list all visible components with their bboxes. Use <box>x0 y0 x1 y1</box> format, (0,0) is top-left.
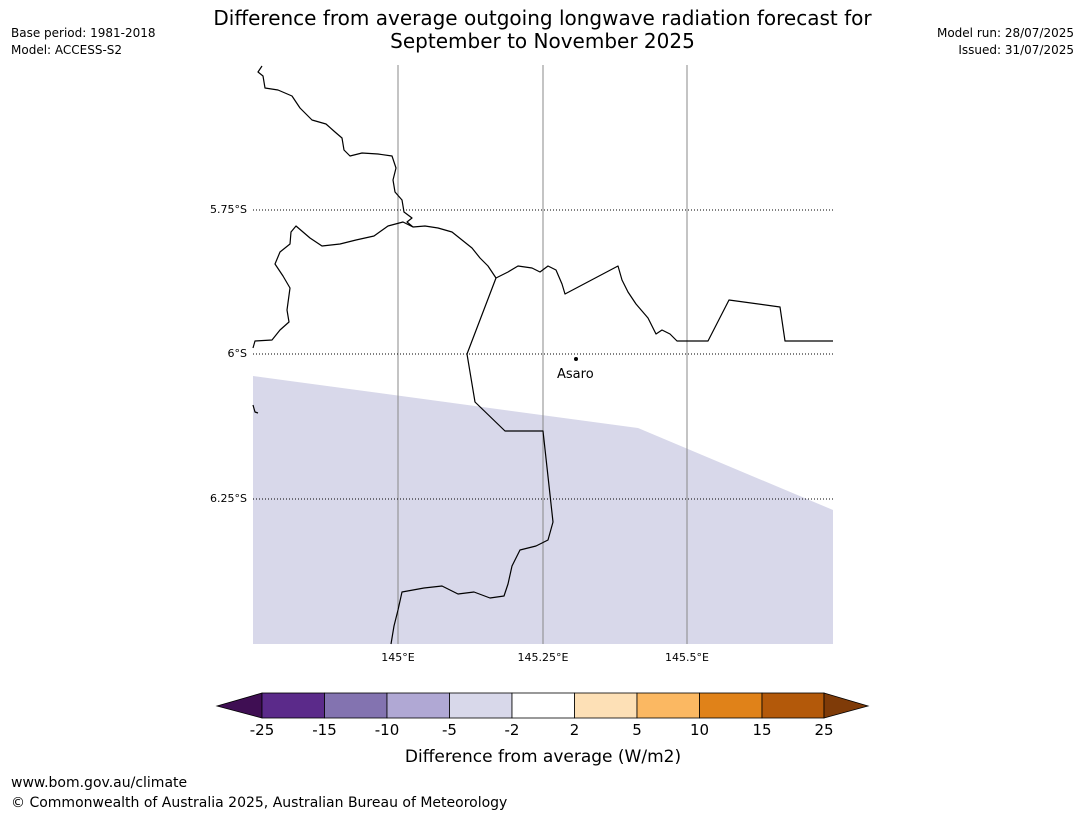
asaro-marker <box>574 357 578 361</box>
colorbar-tick-5: -2 <box>505 721 520 739</box>
meta-right: Model run: 28/07/2025 Issued: 31/07/2025 <box>937 25 1074 59</box>
base-period: Base period: 1981-2018 <box>11 26 156 40</box>
lon-label-145: 145°E <box>381 651 414 664</box>
colorbar-segment-8 <box>699 692 763 719</box>
boundary-central <box>412 225 833 342</box>
colorbar-tick-9: 15 <box>752 721 771 739</box>
colorbar-extend-high <box>823 692 870 719</box>
colorbar-segment-9 <box>761 692 825 719</box>
colorbar-title: Difference from average (W/m2) <box>405 747 681 767</box>
issued-date: Issued: 31/07/2025 <box>958 43 1074 57</box>
model-run: Model run: 28/07/2025 <box>936 26 1074 40</box>
lat-label-5-75: 5.75°S <box>210 203 247 216</box>
footer-url[interactable]: www.bom.gov.au/climate <box>11 775 188 791</box>
colorbar-tick-10: 25 <box>814 721 833 739</box>
colorbar-tick-4: -5 <box>442 721 457 739</box>
colorbar-tick-2: -15 <box>312 721 337 739</box>
chart-title: Difference from average outgoing longwav… <box>0 7 1085 53</box>
boundary-west-stub <box>252 404 259 414</box>
colorbar-segment-1 <box>261 692 325 719</box>
footer-copyright: © Commonwealth of Australia 2025, Austra… <box>11 795 508 811</box>
colorbar-tick-6: 2 <box>570 721 580 739</box>
region-boundaries <box>252 65 833 645</box>
boundary-north <box>257 65 414 228</box>
lon-label-145-5: 145.5°E <box>665 651 709 664</box>
place-label-asaro: Asaro <box>557 367 594 382</box>
title-line-2: September to November 2025 <box>390 29 695 53</box>
boundary-south <box>390 277 554 645</box>
boundary-west-loop <box>252 221 414 349</box>
colorbar-tick-3: -10 <box>375 721 400 739</box>
model-name: Model: ACCESS-S2 <box>11 43 123 57</box>
colorbar-ticks: -25 -15 -10 -5 -2 2 5 10 15 25 <box>250 721 834 739</box>
lat-label-6: 6°S <box>228 347 247 360</box>
lon-label-145-25: 145.25°E <box>518 651 569 664</box>
meta-left: Base period: 1981-2018 Model: ACCESS-S2 <box>11 25 156 59</box>
colorbar-segment-4 <box>449 692 513 719</box>
lat-label-6-25: 6.25°S <box>210 492 247 505</box>
colorbar-extend-low <box>215 692 263 719</box>
colorbar-segment-3 <box>386 692 450 719</box>
colorbar-segment-6 <box>574 692 638 719</box>
colorbar-segment-7 <box>636 692 700 719</box>
colorbar-segment-5 <box>511 692 575 719</box>
colorbar-segment-2 <box>324 692 388 719</box>
parallel-lines <box>253 209 833 500</box>
colorbar-tick-7: 5 <box>632 721 642 739</box>
colorbar-tick-1: -25 <box>250 721 275 739</box>
title-line-1: Difference from average outgoing longwav… <box>213 6 872 30</box>
colorbar-tick-8: 10 <box>690 721 709 739</box>
colorbar <box>215 692 870 719</box>
